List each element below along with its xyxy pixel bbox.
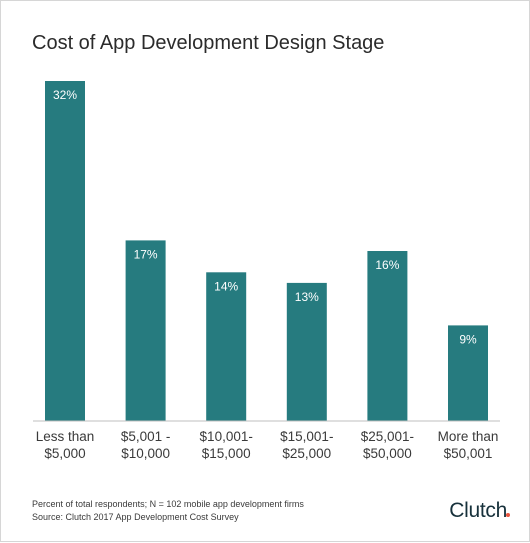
bar-1: [125, 240, 166, 421]
bar-5: [448, 325, 488, 421]
category-label-3-line-1: $25,000: [282, 446, 331, 461]
category-label-4-line-0: $25,001-: [361, 429, 414, 444]
category-label-1-line-0: $5,001 -: [121, 429, 171, 444]
bar-2: [206, 272, 247, 422]
bar-value-label-3: 13%: [295, 290, 319, 304]
category-label-5-line-1: $50,001: [444, 446, 493, 461]
bar-0: [45, 81, 85, 421]
category-label-2-line-0: $10,001-: [200, 429, 253, 444]
chart-title: Cost of App Development Design Stage: [32, 32, 385, 54]
footnote-respondents: Percent of total respondents; N = 102 mo…: [32, 499, 304, 509]
category-label-4-line-1: $50,000: [363, 446, 412, 461]
bars-layer: [45, 81, 488, 422]
clutch-logo: Clutch: [449, 499, 507, 522]
category-label-0-line-1: $5,000: [44, 446, 85, 461]
category-label-5-line-0: More than: [438, 429, 499, 444]
footnote-source: Source: Clutch 2017 App Development Cost…: [32, 512, 239, 522]
bar-value-label-0: 32%: [53, 88, 77, 102]
bar-value-label-5: 9%: [459, 332, 477, 346]
bar-value-label-1: 17%: [134, 247, 158, 261]
clutch-logo-dot: [506, 513, 510, 517]
category-label-0-line-0: Less than: [36, 429, 95, 444]
category-label-1-line-1: $10,000: [121, 446, 170, 461]
category-label-2-line-1: $15,000: [202, 446, 251, 461]
labels-layer: 32% Less than $5,000 17% $5,001 - $10,000 14% $…: [36, 88, 499, 461]
bar-3: [286, 282, 327, 421]
bar-value-label-2: 14%: [214, 279, 238, 293]
bar-value-label-4: 16%: [375, 258, 399, 272]
bar-4: [367, 251, 408, 421]
category-label-3-line-0: $15,001-: [280, 429, 333, 444]
